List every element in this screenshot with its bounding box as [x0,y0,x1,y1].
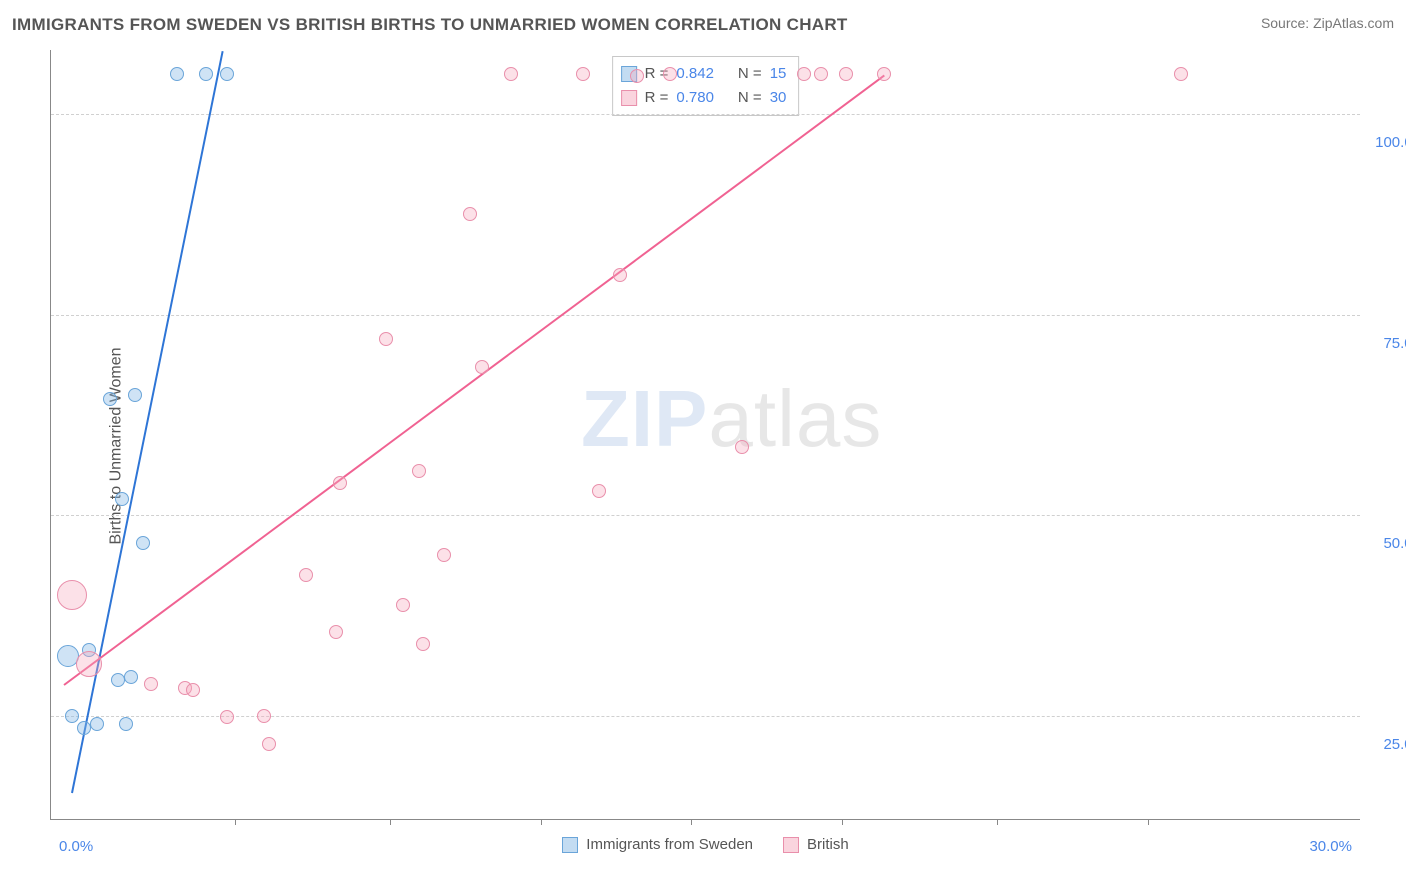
data-point [299,568,313,582]
correlation-legend: R = 0.842 N = 15 R = 0.780 N = 30 [612,56,800,116]
trend-line [63,74,885,685]
watermark-zip: ZIP [581,373,708,465]
x-axis-legend: Immigrants from Sweden British [51,836,1360,853]
data-point [170,67,184,81]
n-value-british: 30 [770,86,787,110]
n-label: N = [738,86,762,110]
n-value-sweden: 15 [770,62,787,86]
data-point [592,484,606,498]
data-point [396,598,410,612]
data-point [839,67,853,81]
x-tick-label: 30.0% [1309,838,1352,855]
x-tick [842,819,843,825]
data-point [262,737,276,751]
data-point [797,67,811,81]
chart-container: IMMIGRANTS FROM SWEDEN VS BRITISH BIRTHS… [0,0,1406,892]
data-point [416,637,430,651]
data-point [90,717,104,731]
legend-item-sweden: Immigrants from Sweden [562,836,753,853]
x-tick [541,819,542,825]
data-point [630,69,644,83]
data-point [412,464,426,478]
data-point [128,388,142,402]
data-point [613,268,627,282]
chart-source: Source: ZipAtlas.com [1261,15,1394,31]
data-point [65,709,79,723]
x-tick-label: 0.0% [59,838,93,855]
data-point [437,548,451,562]
x-tick [691,819,692,825]
data-point [504,67,518,81]
grid-line [51,315,1360,316]
grid-line [51,716,1360,717]
grid-line [51,114,1360,115]
y-tick-label: 100.0% [1375,134,1406,151]
data-point [136,536,150,550]
data-point [144,677,158,691]
data-point [220,710,234,724]
data-point [103,392,117,406]
data-point [76,651,102,677]
data-point [379,332,393,346]
data-point [186,683,200,697]
data-point [57,580,87,610]
chart-title: IMMIGRANTS FROM SWEDEN VS BRITISH BIRTHS… [12,15,848,35]
data-point [333,476,347,490]
x-tick [235,819,236,825]
n-label: N = [738,62,762,86]
x-tick [390,819,391,825]
legend-row-sweden: R = 0.842 N = 15 [621,62,787,86]
r-label: R = [645,86,669,110]
data-point [814,67,828,81]
title-bar: IMMIGRANTS FROM SWEDEN VS BRITISH BIRTHS… [12,15,1394,35]
x-tick [1148,819,1149,825]
series-name-sweden: Immigrants from Sweden [586,836,753,853]
legend-item-british: British [783,836,849,853]
swatch-blue-icon [562,837,578,853]
data-point [257,709,271,723]
grid-line [51,515,1360,516]
data-point [663,67,677,81]
series-name-british: British [807,836,849,853]
data-point [124,670,138,684]
y-tick-label: 75.0% [1383,335,1406,352]
y-tick-label: 50.0% [1383,535,1406,552]
data-point [199,67,213,81]
watermark-atlas: atlas [708,373,882,465]
data-point [463,207,477,221]
data-point [877,67,891,81]
data-point [329,625,343,639]
y-tick-label: 25.0% [1383,736,1406,753]
r-value-sweden: 0.842 [676,62,714,86]
data-point [576,67,590,81]
data-point [115,492,129,506]
plot-area: ZIPatlas R = 0.842 N = 15 R = 0.780 N = … [50,50,1360,820]
watermark: ZIPatlas [581,373,882,465]
legend-row-british: R = 0.780 N = 30 [621,86,787,110]
data-point [735,440,749,454]
data-point [220,67,234,81]
data-point [119,717,133,731]
swatch-pink-icon [621,90,637,106]
data-point [475,360,489,374]
r-value-british: 0.780 [676,86,714,110]
data-point [1174,67,1188,81]
x-tick [997,819,998,825]
swatch-pink-icon [783,837,799,853]
